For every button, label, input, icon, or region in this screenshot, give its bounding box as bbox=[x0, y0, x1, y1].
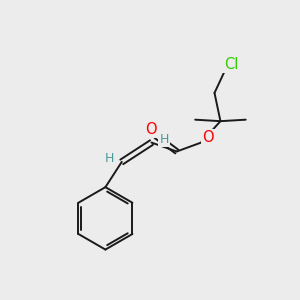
Text: Cl: Cl bbox=[224, 57, 238, 72]
Text: O: O bbox=[202, 130, 214, 145]
Text: O: O bbox=[145, 122, 156, 137]
Text: H: H bbox=[159, 133, 169, 146]
Text: H: H bbox=[105, 152, 114, 165]
